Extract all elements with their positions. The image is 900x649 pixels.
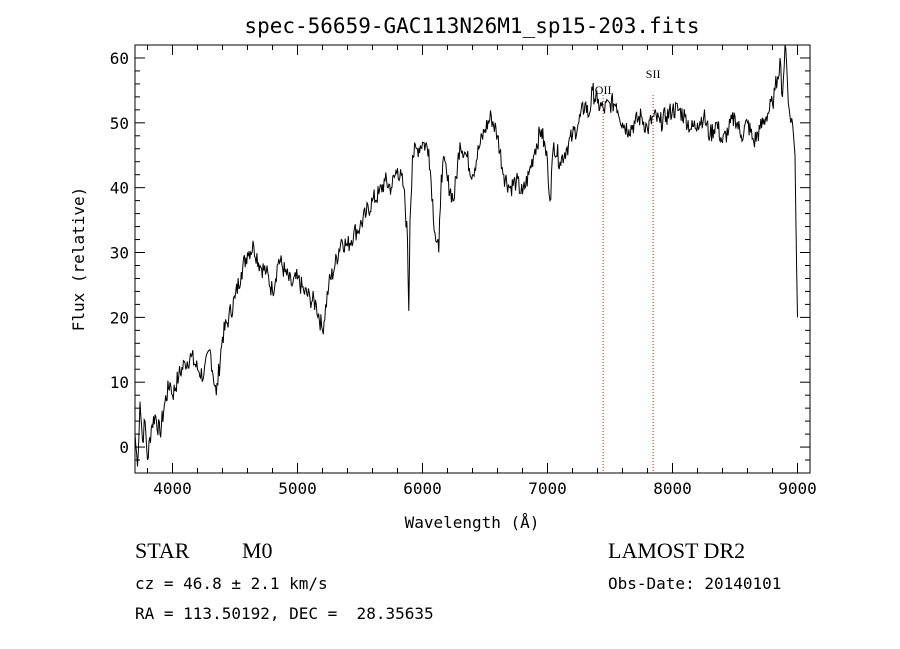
axis-ticks: 4000 5000 6000 7000 8000 9000 0 10 20 30 40 50 60 — [110, 44, 817, 498]
y-tick-label: 0 — [119, 438, 129, 457]
x-tick-label: 9000 — [778, 479, 817, 498]
y-tick-label: 60 — [110, 49, 129, 68]
emission-line-markers: OII SII — [595, 67, 661, 473]
x-tick-label: 4000 — [153, 479, 192, 498]
coords-text: RA = 113.50192, DEC = 28.35635 — [135, 604, 434, 623]
chart-title: spec-56659-GAC113N26M1_sp15-203.fits — [244, 14, 699, 38]
y-tick-label: 50 — [110, 114, 129, 133]
spectrum-line — [134, 44, 798, 467]
x-axis-label: Wavelength (Å) — [405, 513, 540, 532]
x-tick-label: 8000 — [653, 479, 692, 498]
obs-date-text: Obs-Date: 20140101 — [608, 574, 782, 593]
marker-label-sii: SII — [646, 67, 661, 81]
y-axis-label: Flux (relative) — [69, 187, 88, 332]
marker-label-oii: OII — [595, 83, 612, 97]
x-tick-label: 7000 — [528, 479, 567, 498]
x-tick-label: 5000 — [278, 479, 317, 498]
y-tick-label: 40 — [110, 179, 129, 198]
plot-frame — [134, 44, 811, 474]
redshift-text: cz = 46.8 ± 2.1 km/s — [135, 574, 328, 593]
y-tick-label: 20 — [110, 308, 129, 327]
survey-name: LAMOST DR2 — [608, 538, 746, 563]
object-class: STAR — [135, 538, 190, 563]
object-subclass: M0 — [242, 538, 273, 563]
y-tick-label: 10 — [110, 373, 129, 392]
x-tick-label: 6000 — [403, 479, 442, 498]
y-tick-label: 30 — [110, 244, 129, 263]
